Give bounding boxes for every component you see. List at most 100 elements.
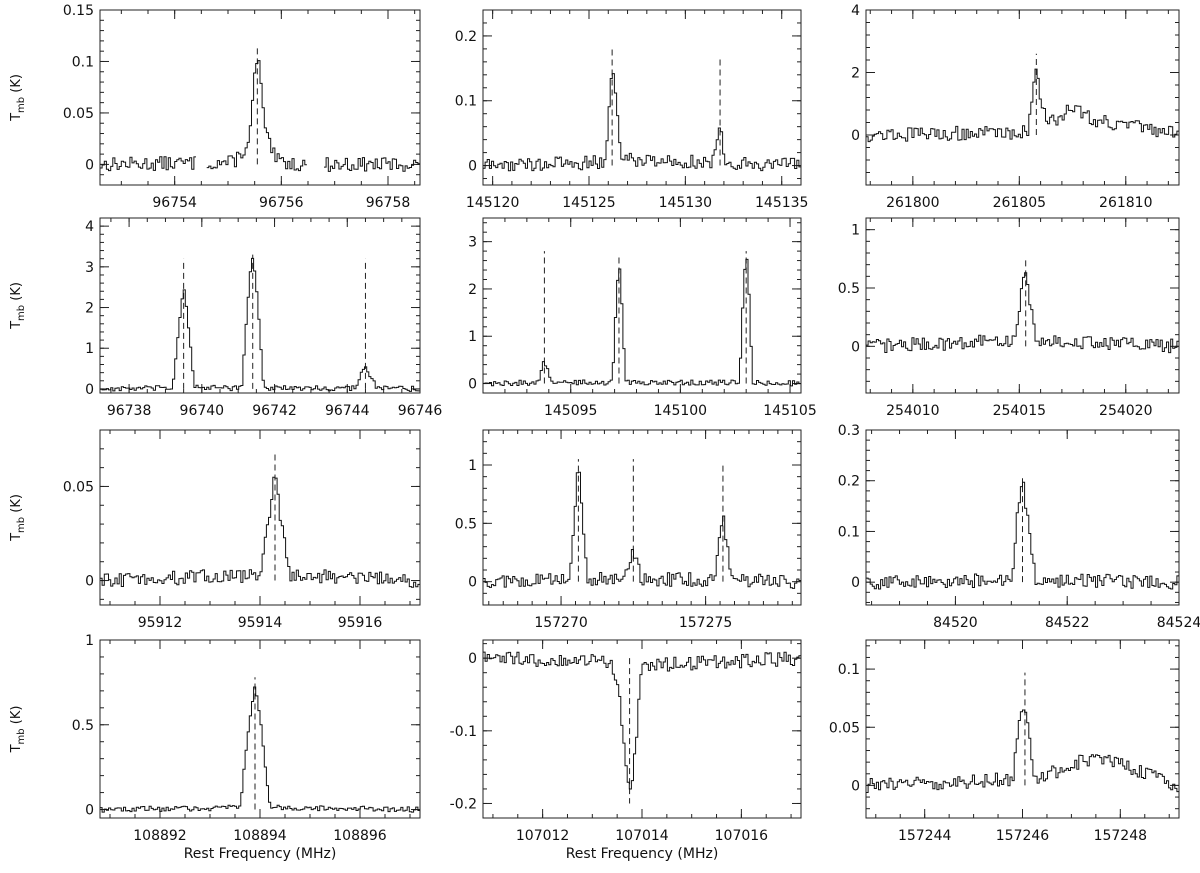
y-tick-label: 1 xyxy=(851,223,860,239)
x-tick-label: 96738 xyxy=(107,403,152,419)
y-tick-label: 0 xyxy=(851,128,860,144)
x-tick-label: 145095 xyxy=(544,403,597,419)
panel-7: 95912 95914 95916 0 0.05 Tmb (K) xyxy=(9,429,421,631)
y-tick-label: 0.05 xyxy=(63,106,94,122)
x-tick-label: 145105 xyxy=(763,403,816,419)
x-tick-label: 96744 xyxy=(325,403,370,419)
panel-6: 254010 254015 254020 0 0.5 1 xyxy=(838,217,1180,419)
x-tick-label: 96756 xyxy=(259,195,304,211)
spectrum-line xyxy=(100,257,420,392)
x-tick-label: 261800 xyxy=(886,195,939,211)
plot-frame xyxy=(99,639,421,819)
spectrum-line xyxy=(483,258,801,387)
plot-frame xyxy=(865,217,1180,394)
y-tick-label: 0 xyxy=(468,575,477,591)
x-tick-label: 157270 xyxy=(534,615,587,631)
x-axis-label: Rest Frequency (MHz) xyxy=(184,846,337,862)
panel-10: 108892 108894 108896 0 0.5 1 Tmb (K) Rest Frequ… xyxy=(9,633,421,862)
x-tick-label: 254010 xyxy=(886,403,939,419)
plot-frame xyxy=(482,217,802,394)
y-tick-label: 0 xyxy=(468,159,477,175)
x-tick-label: 95912 xyxy=(138,615,183,631)
y-tick-label: 0.15 xyxy=(63,3,94,19)
spectrum-line xyxy=(100,60,420,172)
x-tick-label: 145100 xyxy=(654,403,707,419)
y-tick-label: 0.1 xyxy=(455,94,477,110)
y-tick-label: 0.05 xyxy=(63,479,94,495)
x-tick-label: 157246 xyxy=(996,828,1050,844)
y-tick-label: -0.1 xyxy=(450,724,477,740)
y-tick-label: 3 xyxy=(85,260,94,276)
panel-3: 261800 261805 261810 0 2 4 xyxy=(851,3,1180,211)
y-tick-label: 2 xyxy=(468,282,477,298)
y-tick-label: 0.5 xyxy=(72,718,94,734)
panel-11: 107012 107014 107016 0 -0.1 -0.2 Rest Frequenc… xyxy=(450,639,802,862)
y-tick-label: 0.1 xyxy=(838,662,860,678)
y-tick-label: 0 xyxy=(851,339,860,355)
y-tick-label: 1 xyxy=(85,341,94,357)
y-tick-label: 1 xyxy=(85,633,94,649)
y-tick-label: 0 xyxy=(85,382,94,398)
panel-4: 96738 96740 96742 96744 96746 0 1 2 3 4 Tmb (K) xyxy=(9,217,443,419)
plot-frame xyxy=(99,429,421,606)
y-tick-label: 0.2 xyxy=(455,29,477,45)
x-tick-label: 84524 xyxy=(1157,615,1200,631)
x-tick-label: 157248 xyxy=(1094,828,1147,844)
y-tick-label: 0.1 xyxy=(72,54,94,70)
spectrum-line xyxy=(866,272,1179,354)
x-tick-label: 254015 xyxy=(993,403,1046,419)
y-tick-label: 2 xyxy=(851,66,860,82)
y-tick-label: 4 xyxy=(851,3,860,19)
spectrum-line xyxy=(483,651,801,790)
y-tick-label: 4 xyxy=(85,219,94,235)
plot-frame xyxy=(99,9,421,186)
panel-5: 145095 145100 145105 0 1 2 3 xyxy=(468,217,817,419)
x-tick-label: 108896 xyxy=(333,828,387,844)
x-tick-label: 157244 xyxy=(898,828,952,844)
spectrum-line xyxy=(866,481,1179,590)
x-tick-label: 96758 xyxy=(366,195,411,211)
x-tick-label: 145135 xyxy=(755,195,808,211)
x-tick-label: 96742 xyxy=(252,403,297,419)
spectrum-line xyxy=(483,471,801,589)
x-tick-label: 107014 xyxy=(615,828,669,844)
y-axis-label: Tmb (K) xyxy=(9,282,27,330)
spectrum-line xyxy=(100,686,420,813)
x-tick-label: 84522 xyxy=(1045,615,1090,631)
x-tick-label: 95914 xyxy=(238,615,283,631)
y-tick-label: 1 xyxy=(468,329,477,345)
x-tick-label: 95916 xyxy=(338,615,383,631)
spectrum-line xyxy=(100,476,420,588)
x-axis-label: Rest Frequency (MHz) xyxy=(566,846,719,862)
x-tick-label: 261810 xyxy=(1099,195,1152,211)
x-tick-label: 107012 xyxy=(516,828,569,844)
y-tick-label: 0.3 xyxy=(838,423,860,439)
y-axis-label: Tmb (K) xyxy=(9,494,27,542)
y-tick-label: 0 xyxy=(851,778,860,794)
x-tick-label: 96740 xyxy=(180,403,225,419)
spectrum-line xyxy=(866,709,1179,793)
y-tick-label: 0.5 xyxy=(455,516,477,532)
x-tick-label: 157275 xyxy=(679,615,732,631)
panel-1: 96754 96756 96758 0 0.05 0.1 0.15 Tmb (K) xyxy=(9,3,421,211)
y-axis-label: Tmb (K) xyxy=(9,706,27,754)
panel-9: 84520 84522 84524 0 0.1 0.2 0.3 xyxy=(838,423,1200,631)
x-tick-label: 84520 xyxy=(933,615,978,631)
spectrum-line xyxy=(866,68,1179,143)
plot-frame xyxy=(865,9,1180,186)
x-tick-label: 96754 xyxy=(152,195,197,211)
y-tick-label: 0.2 xyxy=(838,474,860,490)
x-tick-label: 108894 xyxy=(233,828,287,844)
y-axis-label: Tmb (K) xyxy=(9,74,27,122)
x-tick-label: 96746 xyxy=(398,403,443,419)
x-tick-label: 261805 xyxy=(993,195,1046,211)
panel-2: 145120 145125 145130 145135 0 0.1 0.2 xyxy=(455,9,808,211)
y-tick-label: 0 xyxy=(85,803,94,819)
plot-frame xyxy=(99,217,421,394)
plot-frame xyxy=(482,9,802,186)
panel-12: 157244 157246 157248 0 0.05 0.1 xyxy=(829,639,1180,844)
plot-frame xyxy=(865,639,1180,819)
y-tick-label: 0.1 xyxy=(838,524,860,540)
plot-frame xyxy=(865,429,1180,606)
